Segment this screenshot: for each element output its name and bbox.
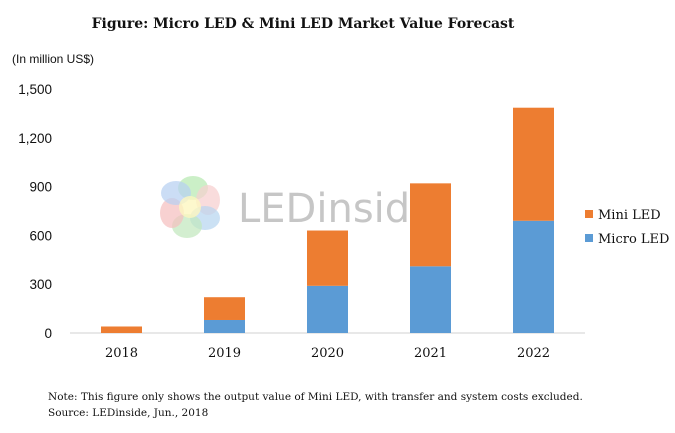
bar-micro-led-2019: [204, 319, 245, 333]
x-tick-label: 2018: [105, 346, 138, 361]
unit-label: (In million US$): [12, 52, 94, 66]
bar-mini-led-2021: [410, 183, 451, 267]
y-tick-label: 0: [44, 326, 52, 341]
x-tick-label: 2022: [517, 346, 550, 361]
bar-mini-led-2022: [513, 107, 554, 221]
source-text: Source: LEDinside, Jun., 2018: [48, 407, 208, 419]
bar-micro-led-2021: [410, 266, 451, 333]
flower-logo-icon: [160, 176, 220, 238]
legend-swatch: [585, 210, 593, 218]
x-axis-labels: 2018 2019 2020 2021 2022: [105, 346, 550, 361]
legend-label: Mini LED: [598, 208, 661, 223]
bar-micro-led-2020: [307, 285, 348, 333]
legend-swatch: [585, 234, 593, 242]
x-tick-label: 2019: [208, 346, 241, 361]
x-tick-label: 2021: [414, 346, 447, 361]
bar-micro-led-2022: [513, 220, 554, 333]
bars: [101, 107, 554, 333]
legend: Mini LED Micro LED: [585, 208, 669, 247]
watermark: LEDinside: [160, 176, 435, 238]
legend-label: Micro LED: [598, 232, 669, 247]
bar-mini-led-2020: [307, 230, 348, 286]
note-text: Note: This figure only shows the output …: [48, 391, 583, 403]
bar-mini-led-2019: [204, 297, 245, 320]
y-tick-label: 1,200: [18, 131, 52, 146]
y-tick-label: 300: [29, 277, 52, 292]
y-tick-label: 600: [29, 228, 52, 243]
watermark-text: LEDinside: [238, 186, 435, 232]
x-tick-label: 2020: [311, 346, 344, 361]
chart-title: Figure: Micro LED & Mini LED Market Valu…: [92, 16, 515, 32]
y-tick-label: 900: [29, 180, 52, 195]
y-axis: 0 300 600 900 1,200 1,500: [18, 82, 52, 341]
bar-mini-led-2018: [101, 326, 142, 333]
y-tick-label: 1,500: [18, 82, 52, 97]
